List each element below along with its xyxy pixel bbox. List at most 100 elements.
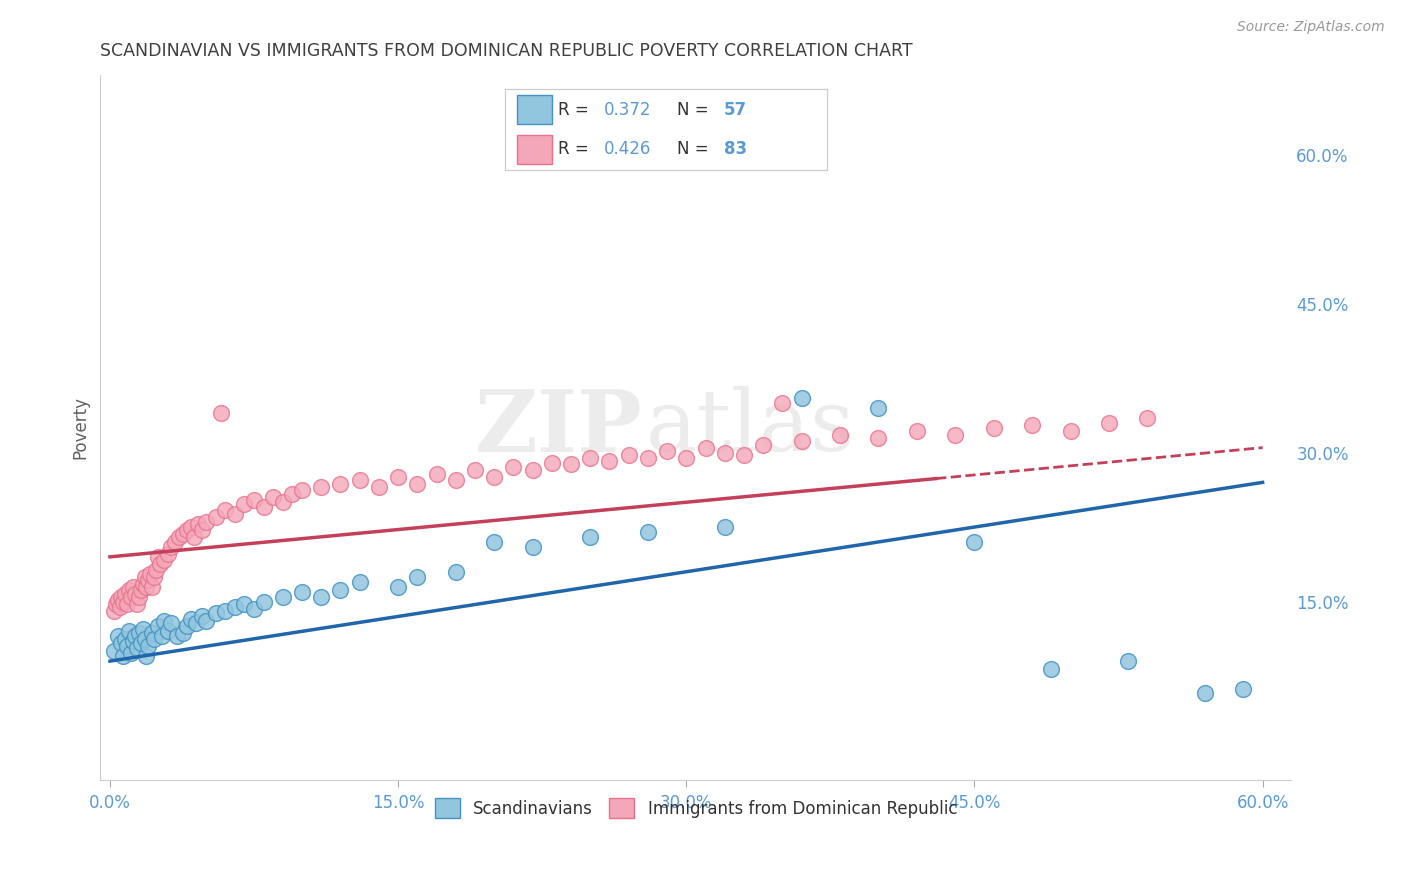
Point	[406, 477, 429, 491]
Point	[204, 510, 226, 524]
Point	[131, 576, 153, 591]
Point	[770, 396, 793, 410]
Point	[425, 467, 447, 482]
Point	[349, 574, 371, 589]
Point	[165, 535, 187, 549]
Point	[560, 458, 582, 472]
Point	[482, 470, 505, 484]
Point	[180, 612, 202, 626]
Point	[637, 524, 659, 539]
Point	[138, 573, 160, 587]
Point	[868, 401, 890, 415]
Point	[233, 497, 256, 511]
Point	[243, 602, 266, 616]
Point	[187, 517, 209, 532]
Point	[444, 474, 467, 488]
Point	[195, 615, 218, 629]
Point	[637, 450, 659, 465]
Point	[291, 483, 314, 498]
Point	[598, 453, 620, 467]
Point	[1194, 686, 1216, 700]
Point	[146, 619, 169, 633]
Point	[329, 477, 352, 491]
Point	[104, 597, 127, 611]
Point	[146, 549, 169, 564]
Point	[141, 580, 163, 594]
Text: atlas: atlas	[645, 386, 855, 469]
Point	[122, 634, 145, 648]
Point	[1021, 417, 1043, 432]
Point	[172, 527, 194, 541]
Point	[1136, 410, 1159, 425]
Point	[152, 553, 174, 567]
Point	[444, 565, 467, 579]
Point	[204, 607, 226, 621]
Point	[262, 490, 284, 504]
Point	[176, 619, 198, 633]
Point	[367, 480, 389, 494]
Point	[281, 487, 304, 501]
Point	[131, 623, 153, 637]
Point	[191, 523, 214, 537]
Point	[983, 421, 1005, 435]
Text: SCANDINAVIAN VS IMMIGRANTS FROM DOMINICAN REPUBLIC POVERTY CORRELATION CHART: SCANDINAVIAN VS IMMIGRANTS FROM DOMINICA…	[100, 42, 912, 60]
Point	[224, 507, 246, 521]
Point	[502, 460, 524, 475]
Point	[156, 547, 179, 561]
Point	[752, 437, 775, 451]
Point	[214, 605, 236, 619]
Point	[868, 431, 890, 445]
Point	[387, 580, 409, 594]
Point	[166, 629, 188, 643]
Point	[790, 434, 813, 448]
Point	[138, 639, 160, 653]
Point	[108, 599, 131, 614]
Point	[253, 594, 276, 608]
Point	[464, 463, 486, 477]
Point	[387, 470, 409, 484]
Point	[139, 566, 162, 581]
Point	[118, 624, 141, 639]
Point	[180, 520, 202, 534]
Text: Source: ZipAtlas.com: Source: ZipAtlas.com	[1237, 20, 1385, 34]
Point	[655, 443, 678, 458]
Point	[1098, 416, 1121, 430]
Point	[172, 626, 194, 640]
Point	[114, 632, 136, 647]
Point	[124, 629, 146, 643]
Point	[152, 615, 174, 629]
Point	[120, 590, 142, 604]
Point	[790, 391, 813, 405]
Point	[540, 456, 562, 470]
Point	[103, 605, 125, 619]
Point	[482, 535, 505, 549]
Point	[617, 448, 640, 462]
Point	[117, 639, 139, 653]
Point	[143, 632, 166, 647]
Point	[329, 582, 352, 597]
Point	[713, 445, 735, 459]
Point	[271, 495, 294, 509]
Point	[675, 450, 697, 465]
Point	[110, 590, 132, 604]
Point	[122, 580, 145, 594]
Point	[117, 597, 139, 611]
Point	[943, 427, 966, 442]
Point	[311, 480, 333, 494]
Point	[150, 629, 173, 643]
Point	[186, 616, 208, 631]
Point	[522, 540, 544, 554]
Point	[120, 646, 142, 660]
Point	[191, 609, 214, 624]
Text: ZIP: ZIP	[475, 385, 643, 470]
Point	[1040, 662, 1063, 676]
Point	[1059, 424, 1081, 438]
Point	[118, 582, 141, 597]
Point	[1116, 654, 1139, 668]
Point	[107, 629, 129, 643]
Point	[579, 530, 602, 544]
Point	[128, 626, 150, 640]
Point	[522, 463, 544, 477]
Point	[112, 594, 135, 608]
Point	[183, 530, 205, 544]
